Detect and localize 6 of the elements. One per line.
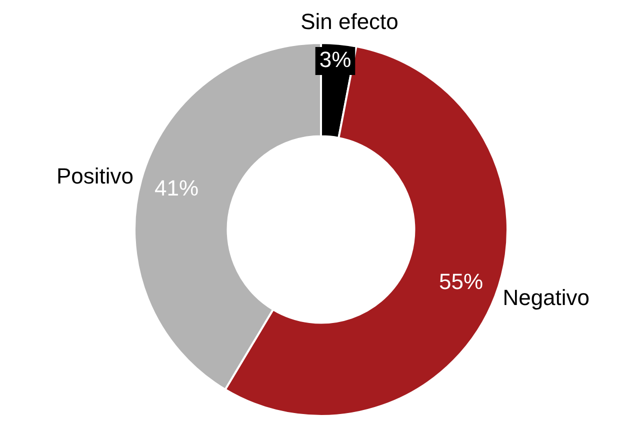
slice-label: Negativo bbox=[502, 284, 590, 310]
data-label: 3% bbox=[319, 47, 352, 72]
data-label: 41% bbox=[154, 176, 199, 201]
slice-label: Positivo bbox=[56, 164, 134, 189]
data-label: 55% bbox=[438, 269, 484, 294]
slice-label: Sin efecto bbox=[300, 9, 398, 34]
